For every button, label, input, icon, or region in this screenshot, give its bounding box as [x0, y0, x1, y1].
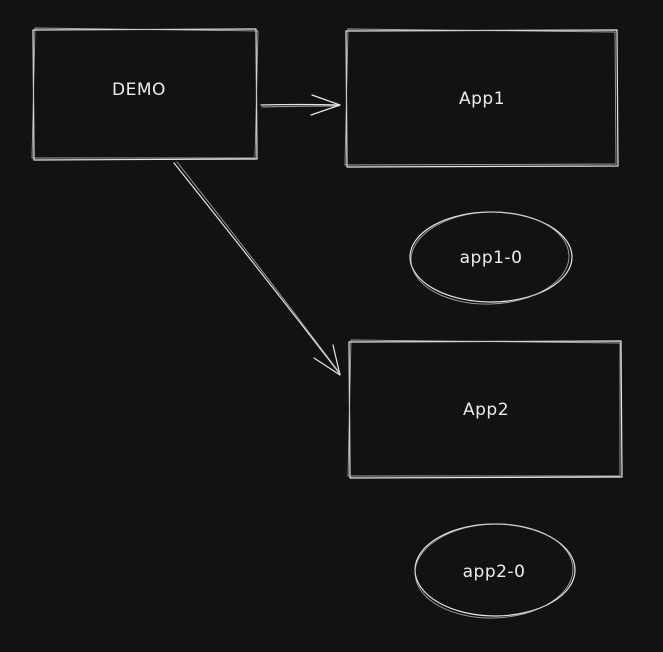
app1-0-label: app1-0	[459, 248, 523, 268]
app1-label: App1	[458, 89, 506, 109]
app2-label: App2	[462, 400, 510, 420]
app2-0-label: app2-0	[462, 562, 526, 582]
demo-label: DEMO	[112, 80, 166, 100]
edge-demo-to-app1	[260, 94, 341, 116]
app1-0-ellipse[interactable]	[409, 209, 573, 306]
edge-demo-to-app2	[173, 161, 341, 376]
demo-box[interactable]	[31, 27, 259, 161]
app2-0-ellipse[interactable]	[413, 521, 576, 620]
app2-box[interactable]	[347, 339, 623, 479]
app1-box[interactable]	[344, 28, 619, 168]
